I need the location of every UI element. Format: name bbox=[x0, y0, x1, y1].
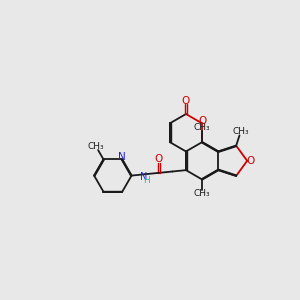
Text: CH₃: CH₃ bbox=[194, 189, 211, 198]
Text: O: O bbox=[198, 116, 207, 126]
Text: N: N bbox=[140, 172, 147, 182]
Text: CH₃: CH₃ bbox=[232, 128, 249, 136]
Text: N: N bbox=[118, 152, 126, 162]
Text: O: O bbox=[182, 96, 190, 106]
Text: O: O bbox=[247, 156, 255, 166]
Text: CH₃: CH₃ bbox=[194, 123, 211, 132]
Text: CH₃: CH₃ bbox=[88, 142, 105, 152]
Text: O: O bbox=[154, 154, 163, 164]
Text: H: H bbox=[144, 176, 150, 185]
